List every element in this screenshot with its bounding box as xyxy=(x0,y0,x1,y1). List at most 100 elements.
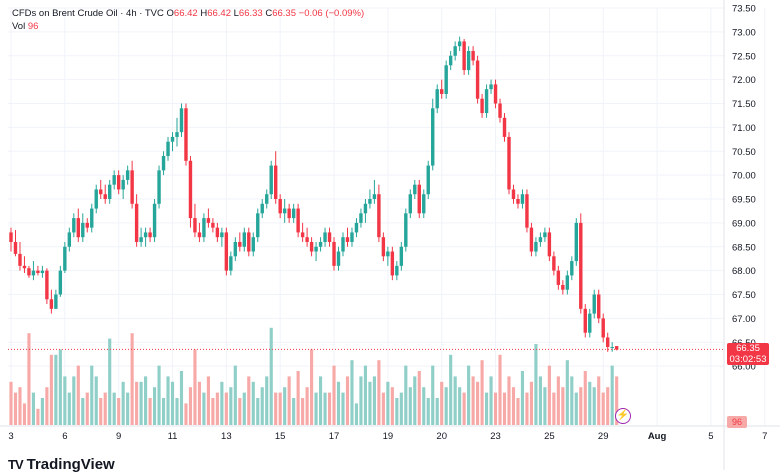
candle-body[interactable] xyxy=(395,265,399,276)
candle-body[interactable] xyxy=(475,60,480,99)
candle-body[interactable] xyxy=(305,237,309,242)
candle-body[interactable] xyxy=(193,218,197,233)
candle-body[interactable] xyxy=(99,189,103,195)
candle-body[interactable] xyxy=(350,232,354,242)
candle-body[interactable] xyxy=(516,199,520,204)
candle-body[interactable] xyxy=(22,265,27,269)
candle-body[interactable] xyxy=(94,189,98,209)
candle-body[interactable] xyxy=(556,270,561,285)
candle-body[interactable] xyxy=(588,313,592,333)
candle-body[interactable] xyxy=(601,318,605,338)
candle-body[interactable] xyxy=(170,136,175,142)
candle-body[interactable] xyxy=(296,208,300,233)
candle-body[interactable] xyxy=(453,46,457,56)
candle-body[interactable] xyxy=(511,189,516,199)
candle-body[interactable] xyxy=(457,41,462,47)
candle-body[interactable] xyxy=(9,232,13,242)
candle-body[interactable] xyxy=(202,218,206,238)
candle-body[interactable] xyxy=(507,136,511,190)
candle-body[interactable] xyxy=(354,222,359,233)
candle-body[interactable] xyxy=(139,237,143,242)
candle-body[interactable] xyxy=(570,261,574,276)
candle-body[interactable] xyxy=(251,237,255,252)
candle-body[interactable] xyxy=(359,213,363,223)
lightning-icon[interactable]: ⚡ xyxy=(614,408,631,424)
candle-body[interactable] xyxy=(502,117,507,137)
candle-body[interactable] xyxy=(54,294,58,309)
candle-body[interactable] xyxy=(27,268,31,276)
candle-body[interactable] xyxy=(247,232,251,252)
candle-body[interactable] xyxy=(574,222,579,262)
candle-body[interactable] xyxy=(45,270,49,300)
candle-body[interactable] xyxy=(579,222,583,309)
candle-body[interactable] xyxy=(58,270,63,295)
candle-body[interactable] xyxy=(179,108,184,133)
candle-body[interactable] xyxy=(345,237,350,242)
candle-body[interactable] xyxy=(377,194,381,238)
candle-body[interactable] xyxy=(431,108,435,166)
candle-body[interactable] xyxy=(597,294,601,319)
candle-body[interactable] xyxy=(287,208,291,219)
candle-body[interactable] xyxy=(256,213,260,238)
candle-body[interactable] xyxy=(260,203,264,214)
candle-body[interactable] xyxy=(565,275,570,290)
candle-body[interactable] xyxy=(161,156,166,171)
candle-body[interactable] xyxy=(439,89,444,94)
candle-body[interactable] xyxy=(300,232,305,238)
candle-body[interactable] xyxy=(233,241,238,257)
candle-body[interactable] xyxy=(63,246,67,271)
candle-body[interactable] xyxy=(435,89,439,109)
candle-body[interactable] xyxy=(265,194,269,204)
candle-body[interactable] xyxy=(309,241,314,252)
candle-body[interactable] xyxy=(67,232,72,247)
candle-body[interactable] xyxy=(72,218,76,233)
candle-body[interactable] xyxy=(484,89,489,114)
candle-body[interactable] xyxy=(471,50,475,61)
candle-body[interactable] xyxy=(229,256,233,271)
candle-body[interactable] xyxy=(493,84,498,104)
candle-body[interactable] xyxy=(107,184,112,199)
candle-body[interactable] xyxy=(278,199,282,214)
candle-body[interactable] xyxy=(197,232,202,238)
candle-body[interactable] xyxy=(426,165,430,195)
candle-body[interactable] xyxy=(40,270,45,274)
candle-body[interactable] xyxy=(422,194,426,214)
candle-body[interactable] xyxy=(583,308,587,333)
candle-body[interactable] xyxy=(184,108,188,161)
candle-body[interactable] xyxy=(489,84,493,90)
candle-body[interactable] xyxy=(13,241,18,254)
candle-body[interactable] xyxy=(269,165,273,195)
candle-body[interactable] xyxy=(417,184,421,214)
candle-body[interactable] xyxy=(103,194,107,199)
candle-body[interactable] xyxy=(538,237,543,242)
candle-body[interactable] xyxy=(386,251,390,257)
candle-body[interactable] xyxy=(121,179,125,190)
candle-body[interactable] xyxy=(363,203,368,214)
candle-body[interactable] xyxy=(130,170,134,204)
candle-body[interactable] xyxy=(238,241,242,247)
candle-body[interactable] xyxy=(610,347,614,349)
candle-body[interactable] xyxy=(332,241,336,266)
candle-body[interactable] xyxy=(372,194,377,199)
candle-body[interactable] xyxy=(31,270,36,276)
candle-body[interactable] xyxy=(273,165,278,199)
candle-body[interactable] xyxy=(547,232,552,257)
candle-body[interactable] xyxy=(444,65,448,94)
candle-body[interactable] xyxy=(18,253,22,266)
candle-body[interactable] xyxy=(327,232,332,242)
candle-body[interactable] xyxy=(166,141,170,157)
candle-body[interactable] xyxy=(480,98,484,114)
candle-body[interactable] xyxy=(282,208,287,214)
candle-body[interactable] xyxy=(188,160,193,219)
candle-body[interactable] xyxy=(211,222,215,228)
candle-body[interactable] xyxy=(381,237,386,257)
candle-body[interactable] xyxy=(76,218,81,238)
candle-body[interactable] xyxy=(525,194,529,228)
candle-body[interactable] xyxy=(390,251,395,276)
candle-body[interactable] xyxy=(314,246,318,252)
candle-body[interactable] xyxy=(520,194,525,204)
candle-body[interactable] xyxy=(85,222,89,228)
candle-body[interactable] xyxy=(152,203,157,238)
candle-body[interactable] xyxy=(206,218,211,223)
candle-body[interactable] xyxy=(341,237,345,252)
